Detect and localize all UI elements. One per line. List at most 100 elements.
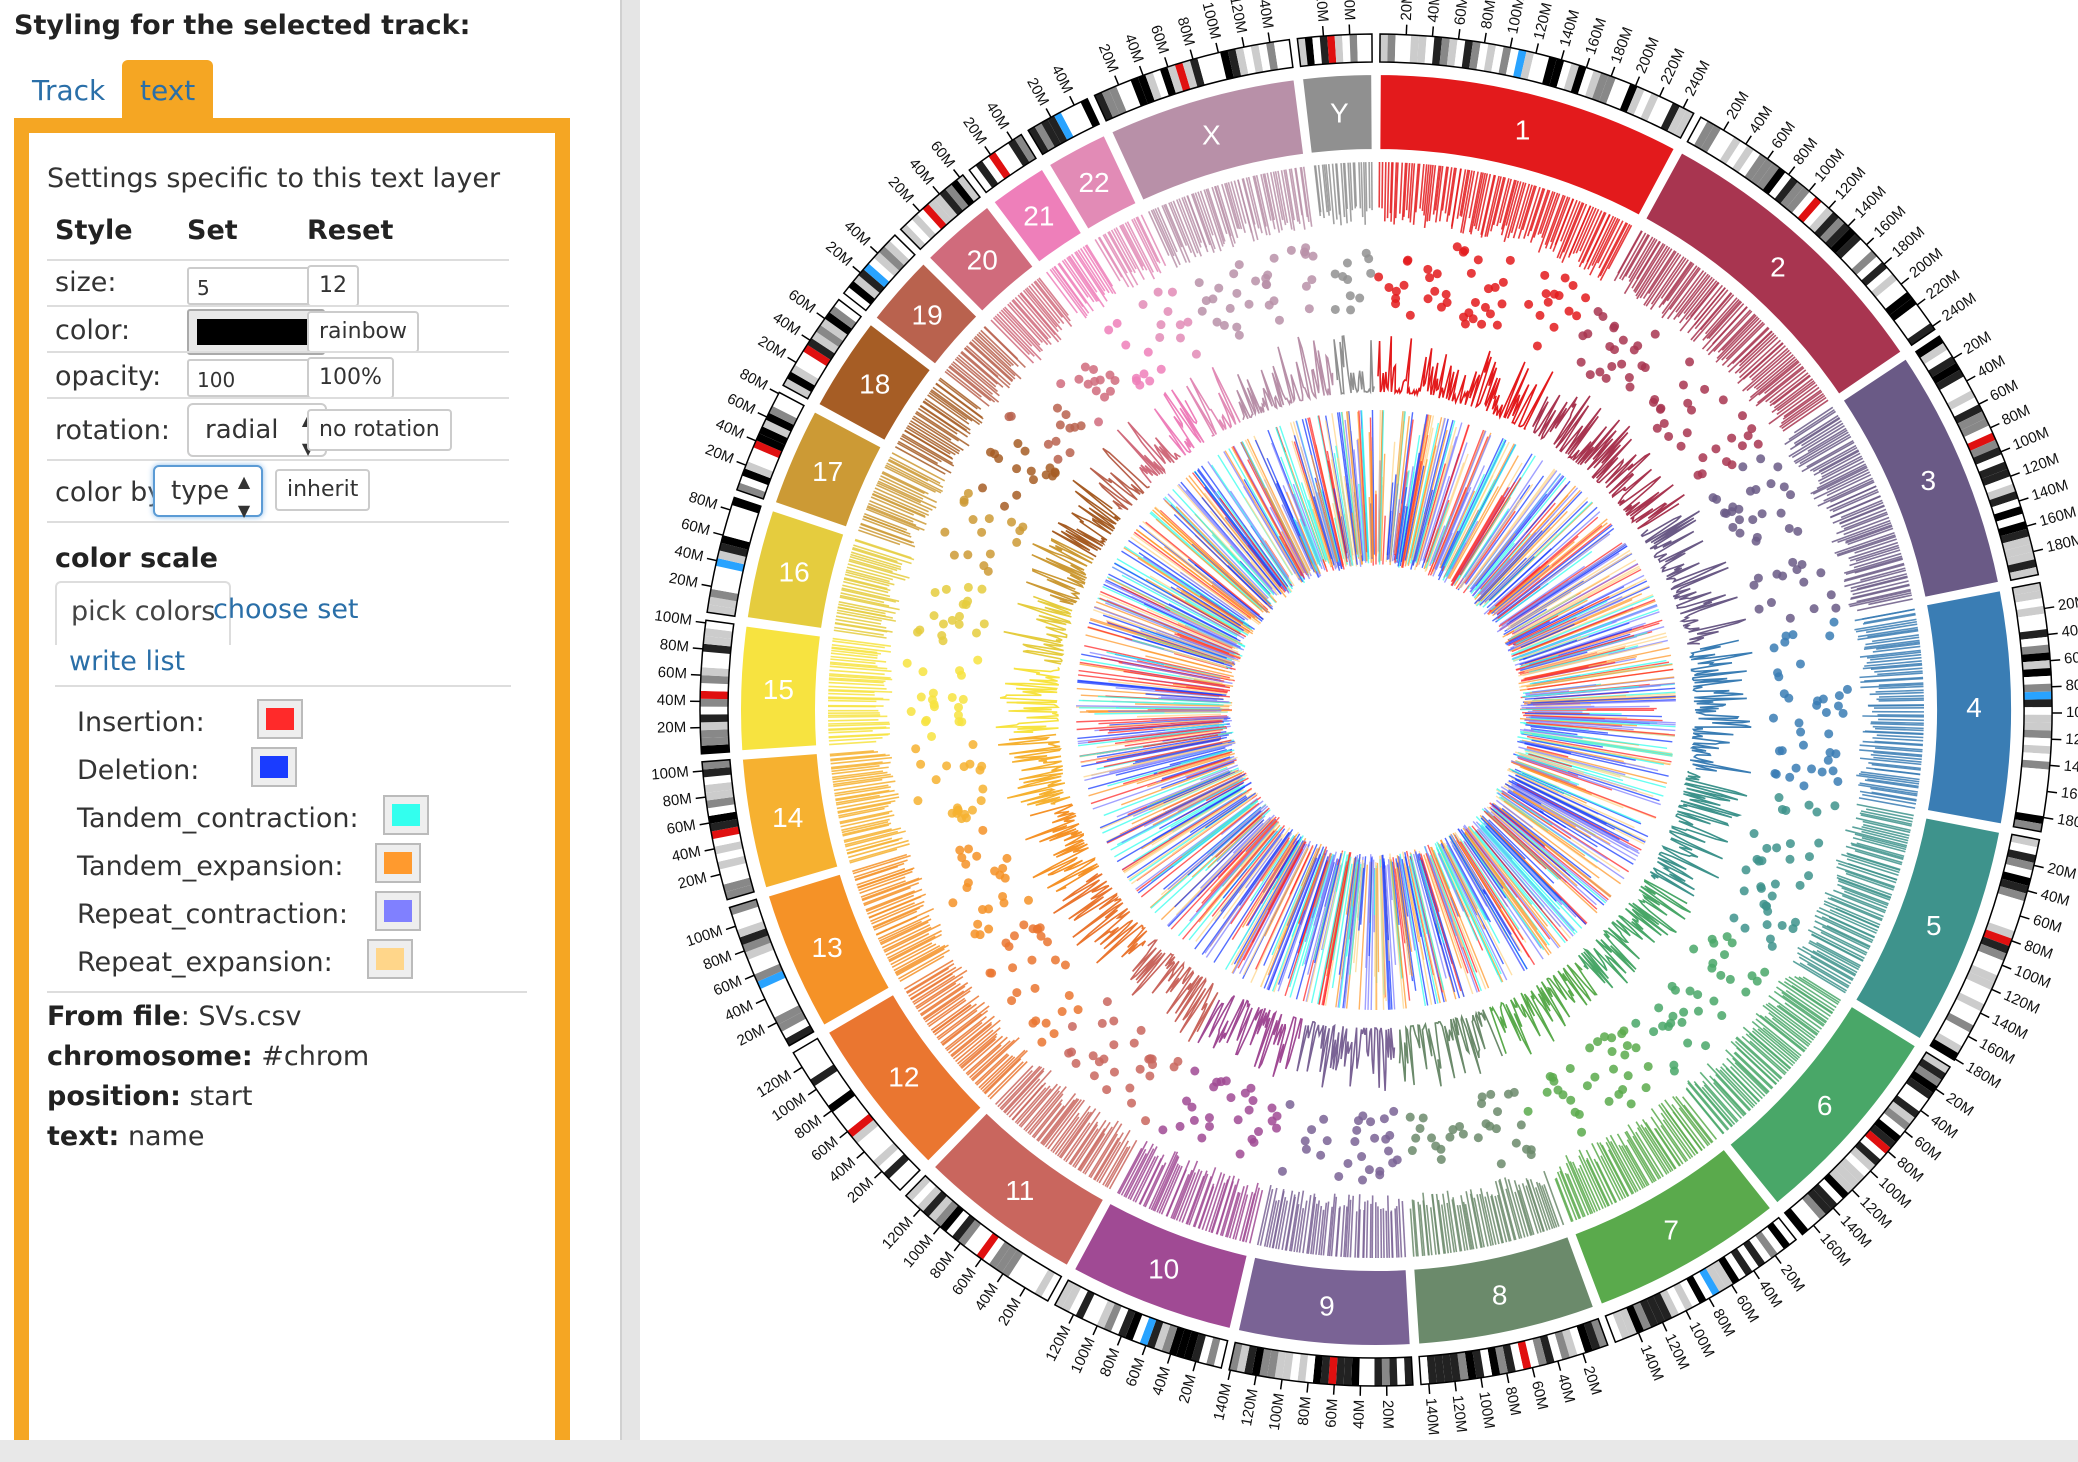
color-picker[interactable] bbox=[187, 309, 325, 355]
chr3-band bbox=[1920, 342, 1948, 365]
chr9-point bbox=[1366, 1117, 1376, 1127]
sv-mark bbox=[1394, 862, 1411, 976]
chrx-band bbox=[1266, 41, 1279, 71]
tab-write-list[interactable]: write list bbox=[69, 646, 186, 677]
tab-text[interactable]: text bbox=[122, 60, 214, 122]
chr1-band bbox=[1379, 34, 1388, 63]
chr3-band bbox=[1984, 476, 2013, 494]
chr1-band bbox=[1653, 99, 1673, 128]
chr7-band bbox=[1699, 1267, 1720, 1296]
horizontal-scrollbar[interactable] bbox=[0, 1440, 2078, 1462]
chr4-tick bbox=[2050, 659, 2061, 662]
sv-mark bbox=[1512, 580, 1648, 646]
sv-mark bbox=[1410, 418, 1449, 570]
chr10-feature bbox=[1221, 1178, 1240, 1237]
chr7-band bbox=[1724, 1252, 1746, 1280]
sv-mark bbox=[1487, 812, 1598, 914]
chr2-tick bbox=[1745, 135, 1752, 145]
chr3-point bbox=[1735, 528, 1745, 538]
sv-mark bbox=[1097, 695, 1231, 704]
rotation-reset-button[interactable]: no rotation bbox=[307, 409, 452, 451]
circos-plot[interactable]: 20M 40M 60M 80M 100M 120M 140M 160M180M200M220M… bbox=[640, 0, 2078, 1440]
repeat-expansion-color-picker[interactable] bbox=[367, 939, 413, 979]
chr10-band bbox=[1061, 1283, 1082, 1313]
chr12-point bbox=[1019, 920, 1029, 930]
opacity-reset-button[interactable]: 100% bbox=[307, 357, 394, 399]
chr19-feature bbox=[963, 347, 1010, 389]
chr3-feature bbox=[1844, 562, 1905, 581]
tab-choose-set[interactable]: choose set bbox=[213, 594, 359, 625]
tab-track[interactable]: Track bbox=[32, 74, 106, 107]
sv-mark bbox=[1496, 523, 1612, 615]
repeat-contraction-color-picker[interactable] bbox=[375, 891, 421, 931]
size-input[interactable]: 5 bbox=[187, 267, 325, 305]
sv-mark bbox=[1491, 805, 1608, 902]
chr2-feature bbox=[1693, 284, 1724, 321]
chr3-feature bbox=[1807, 427, 1847, 453]
insertion-color-picker[interactable] bbox=[257, 699, 303, 739]
chr5-point bbox=[1739, 886, 1749, 896]
chr1-feature bbox=[1523, 186, 1541, 239]
chr16-feature bbox=[835, 618, 887, 629]
sv-mark bbox=[1410, 853, 1445, 991]
chr5-band bbox=[1985, 922, 2015, 939]
chr15-feature bbox=[828, 715, 888, 718]
size-reset-button[interactable]: 12 bbox=[307, 265, 359, 307]
color-by-select[interactable]: type ▲ ▼ bbox=[153, 465, 263, 520]
chr4-feature bbox=[1876, 697, 1924, 701]
color-by-reset-button[interactable]: inherit bbox=[275, 469, 371, 511]
chr6-band bbox=[1874, 1118, 1901, 1143]
chr11-feature bbox=[1104, 1146, 1129, 1187]
tab-pick-colors[interactable]: pick colors bbox=[55, 581, 232, 645]
chr14-feature bbox=[846, 837, 893, 852]
chr11-segment bbox=[932, 1111, 1106, 1268]
chr12-label: 12 bbox=[888, 1061, 919, 1092]
scale-label-tandem-contraction: Tandem_contraction: bbox=[77, 803, 359, 834]
chr2-point bbox=[1697, 469, 1707, 479]
chr5-band bbox=[1962, 978, 1992, 998]
chr4-band bbox=[2018, 789, 2047, 801]
chr1-tick-label: 180M bbox=[1608, 25, 1637, 66]
rotation-select[interactable]: radial▲▼ bbox=[187, 403, 327, 458]
chr11-feature bbox=[1023, 1085, 1062, 1131]
tandem-expansion-color-picker[interactable] bbox=[375, 843, 421, 883]
chr7-tick bbox=[1731, 1284, 1738, 1294]
chrx-band bbox=[1189, 58, 1205, 88]
chr22-point bbox=[1167, 287, 1177, 297]
chr3-feature bbox=[1821, 455, 1863, 478]
chr5-feature bbox=[1823, 900, 1881, 926]
sv-mark bbox=[1227, 565, 1274, 610]
chr3-feature bbox=[1820, 452, 1861, 475]
chr2-feature bbox=[1776, 381, 1816, 412]
chr12-band bbox=[894, 1164, 920, 1191]
chr11-point bbox=[1135, 1064, 1145, 1074]
chr18-feature bbox=[923, 400, 968, 432]
tandem-contraction-color-picker[interactable] bbox=[383, 795, 429, 835]
sv-mark bbox=[1076, 715, 1228, 723]
chr5-band bbox=[1952, 999, 1982, 1019]
chr3-segment bbox=[1841, 356, 2001, 600]
chr10-band bbox=[1068, 1287, 1088, 1316]
chr4-band bbox=[2017, 797, 2046, 809]
chrx-point bbox=[1307, 275, 1317, 285]
circos-plot-area: 20M 40M 60M 80M 100M 120M 140M 160M 180M 200M 220M… bbox=[640, 0, 2078, 1440]
chr17-tick bbox=[736, 460, 747, 466]
sv-mark bbox=[1437, 852, 1465, 912]
chr6-point bbox=[1760, 967, 1770, 977]
panel-divider[interactable] bbox=[620, 0, 640, 1440]
chr2-band bbox=[1744, 153, 1767, 182]
chr4-feature bbox=[1870, 753, 1922, 761]
deletion-color-picker[interactable] bbox=[251, 747, 297, 787]
sv-mark bbox=[1518, 753, 1654, 798]
chr6-feature bbox=[1693, 1080, 1734, 1127]
chr14-band bbox=[713, 841, 743, 855]
opacity-input[interactable]: 100 bbox=[187, 359, 325, 397]
sv-mark bbox=[1303, 473, 1334, 567]
chrx-point bbox=[1232, 288, 1242, 298]
color-reset-button[interactable]: rainbow bbox=[307, 311, 419, 353]
chr8-band bbox=[1449, 1352, 1461, 1382]
chr9-point bbox=[1277, 1166, 1287, 1176]
sv-mark bbox=[1331, 863, 1353, 989]
chr12-feature bbox=[946, 1021, 983, 1052]
chr16-feature bbox=[837, 609, 897, 622]
